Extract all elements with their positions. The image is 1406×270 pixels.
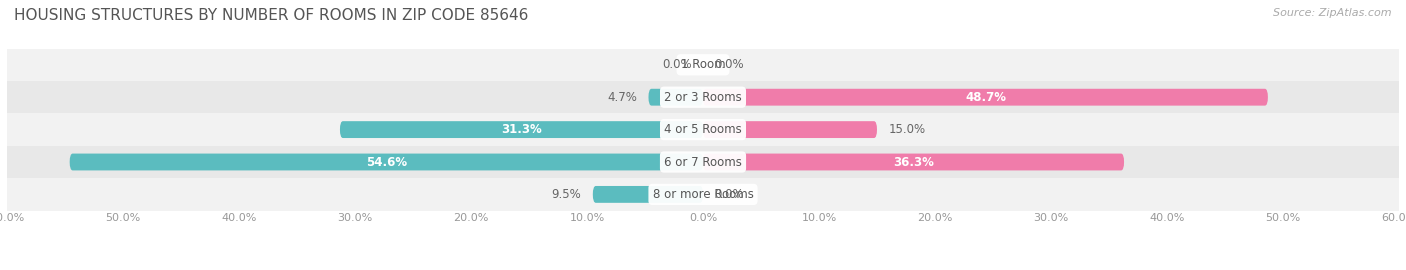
Text: 0.0%: 0.0% [714,58,744,71]
Bar [7,146,1399,178]
Bar [7,113,1399,146]
Bar [7,49,1399,81]
Text: 54.6%: 54.6% [366,156,406,168]
Text: 9.5%: 9.5% [551,188,581,201]
FancyBboxPatch shape [703,89,1268,106]
FancyBboxPatch shape [648,89,703,106]
Text: Source: ZipAtlas.com: Source: ZipAtlas.com [1274,8,1392,18]
FancyBboxPatch shape [703,121,877,138]
Text: 4.7%: 4.7% [607,91,637,104]
FancyBboxPatch shape [593,186,703,203]
Bar [7,178,1399,211]
FancyBboxPatch shape [340,121,703,138]
FancyBboxPatch shape [70,154,703,170]
Text: HOUSING STRUCTURES BY NUMBER OF ROOMS IN ZIP CODE 85646: HOUSING STRUCTURES BY NUMBER OF ROOMS IN… [14,8,529,23]
Text: 48.7%: 48.7% [965,91,1005,104]
Text: 4 or 5 Rooms: 4 or 5 Rooms [664,123,742,136]
Text: 6 or 7 Rooms: 6 or 7 Rooms [664,156,742,168]
Text: 31.3%: 31.3% [501,123,541,136]
Text: 2 or 3 Rooms: 2 or 3 Rooms [664,91,742,104]
Text: 1 Room: 1 Room [681,58,725,71]
Text: 0.0%: 0.0% [662,58,692,71]
Text: 36.3%: 36.3% [893,156,934,168]
Text: 0.0%: 0.0% [714,188,744,201]
Text: 8 or more Rooms: 8 or more Rooms [652,188,754,201]
Bar [7,81,1399,113]
Text: 15.0%: 15.0% [889,123,925,136]
FancyBboxPatch shape [703,154,1123,170]
